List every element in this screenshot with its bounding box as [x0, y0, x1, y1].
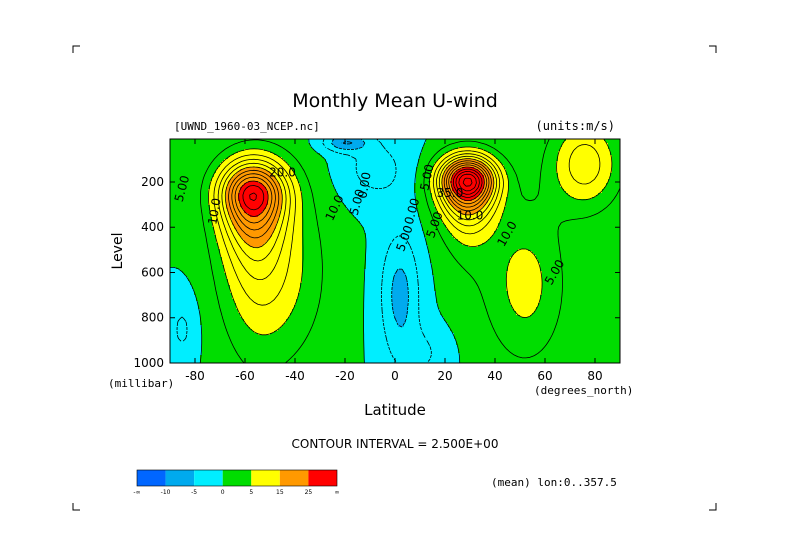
chart-title: Monthly Mean U-wind — [292, 90, 498, 112]
dataset-label: [UWND_1960-03_NCEP.nc] — [174, 120, 320, 133]
units-label: (units:m/s) — [536, 119, 615, 133]
contour-fill — [170, 139, 620, 363]
